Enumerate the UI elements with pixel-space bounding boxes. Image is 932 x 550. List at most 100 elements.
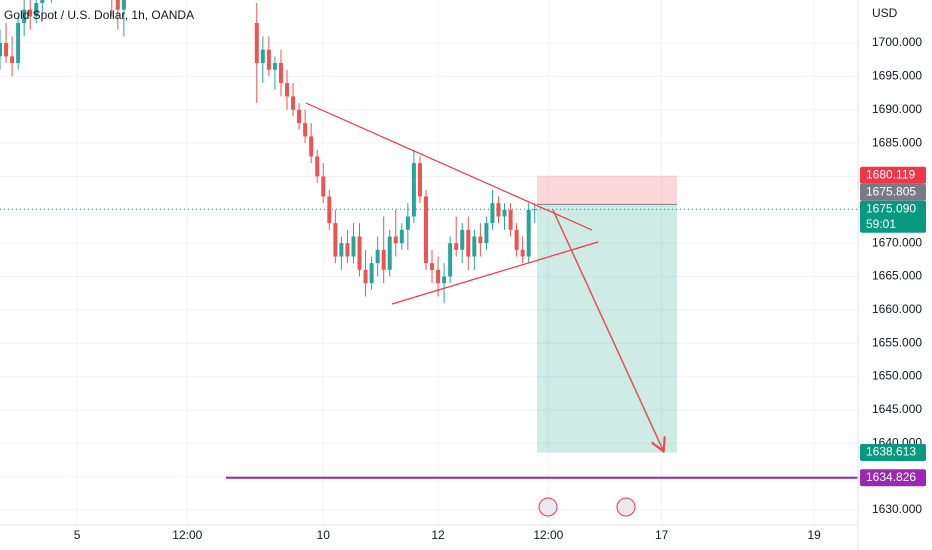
axes: 1630.0001635.0001640.0001645.0001650.000…	[74, 35, 926, 542]
candle-body	[532, 209, 537, 211]
candle-body	[381, 249, 386, 270]
candle-body	[375, 249, 380, 264]
trendline	[391, 241, 599, 305]
candle-body	[4, 43, 9, 57]
candle-body	[272, 63, 277, 70]
y-tick-label: 1690.000	[872, 102, 922, 116]
candle-body	[297, 109, 302, 124]
y-tick-label: 1655.000	[872, 335, 922, 349]
candle-body	[454, 243, 459, 250]
candle-body	[303, 123, 308, 137]
candle-body	[16, 23, 21, 64]
y-tick-label: 1695.000	[872, 69, 922, 83]
countdown-label: 59:01	[866, 217, 896, 231]
x-tick-label: 5	[74, 528, 81, 542]
candle-body	[327, 196, 332, 224]
candle-body	[345, 243, 350, 257]
price-tag-label: 1675.805	[866, 184, 916, 198]
candle-body	[442, 276, 447, 284]
plot	[0, 0, 537, 304]
candle-body	[0, 43, 2, 57]
candle-body	[315, 156, 320, 177]
x-tick-label: 12	[431, 528, 445, 542]
candle-body	[34, 3, 39, 17]
candle-body	[363, 269, 368, 284]
y-tick-label: 1660.000	[872, 302, 922, 316]
candle-body	[10, 56, 15, 64]
candle-body	[260, 49, 265, 64]
price-tag	[860, 166, 926, 184]
candle-body	[369, 263, 374, 284]
candle-body	[514, 229, 519, 250]
candle-body	[417, 163, 422, 197]
candle-body	[399, 229, 404, 244]
y-axis-label: USD	[872, 6, 898, 20]
candle-body	[309, 136, 314, 157]
x-tick-label: 17	[655, 528, 669, 542]
candle-body	[526, 209, 531, 257]
chart-title: Gold Spot / U.S. Dollar, 1h, OANDA	[4, 8, 194, 22]
candle-body	[28, 9, 33, 17]
candle-body	[254, 23, 259, 64]
candle-body	[291, 96, 296, 110]
candle-body	[266, 49, 271, 70]
y-tick-label: 1665.000	[872, 269, 922, 283]
grid	[0, 0, 858, 525]
candle-body	[460, 229, 465, 250]
candle-body	[423, 196, 428, 264]
price-tag	[860, 200, 926, 233]
candle-body	[405, 216, 410, 230]
y-tick-label: 1685.000	[872, 135, 922, 149]
x-tick-label: 12:00	[172, 528, 202, 542]
candle-body	[448, 243, 453, 277]
candle-body	[508, 209, 513, 230]
stop-zone	[537, 175, 677, 205]
price-tag-label: 1680.119	[866, 167, 915, 181]
candle-body	[339, 243, 344, 257]
y-tick-label: 1670.000	[872, 235, 922, 249]
candle-body	[490, 203, 495, 224]
event-icon[interactable]	[616, 497, 636, 517]
candle-body	[115, 0, 120, 10]
candle-body	[466, 229, 471, 257]
candle-body	[393, 236, 398, 244]
price-tag	[860, 183, 926, 201]
candle-body	[121, 0, 126, 10]
price-tag	[860, 444, 926, 462]
candle-body	[502, 209, 507, 217]
candle-body	[357, 236, 362, 270]
price-tag-label: 1675.090	[866, 201, 916, 215]
trendline	[305, 102, 593, 231]
y-tick-label: 1700.000	[872, 35, 922, 49]
candle-body	[351, 236, 356, 257]
price-tag	[860, 469, 926, 487]
candle-body	[40, 0, 45, 4]
y-tick-label: 1645.000	[872, 402, 922, 416]
candle-body	[22, 9, 27, 24]
candle-body	[321, 176, 326, 197]
candle-body	[333, 223, 338, 257]
candle-body	[520, 249, 525, 257]
arrow	[552, 209, 663, 450]
candle-body	[387, 236, 392, 270]
x-tick-label: 10	[317, 528, 331, 542]
candle-body	[285, 83, 290, 97]
candle-body	[478, 236, 483, 244]
candle-body	[430, 263, 435, 270]
x-tick-label: 12:00	[533, 528, 563, 542]
candle-body	[436, 269, 441, 284]
drawings	[305, 102, 663, 517]
price-tag-label: 1634.826	[866, 470, 916, 484]
candle-body	[484, 223, 489, 244]
x-tick-label: 19	[808, 528, 822, 542]
candle-body	[496, 203, 501, 217]
price-tag-label: 1638.613	[866, 445, 916, 459]
candle-body	[411, 163, 416, 217]
y-tick-label: 1630.000	[872, 502, 922, 516]
event-icon[interactable]	[538, 497, 558, 517]
y-tick-label: 1650.000	[872, 369, 922, 383]
candle-body	[278, 63, 283, 84]
